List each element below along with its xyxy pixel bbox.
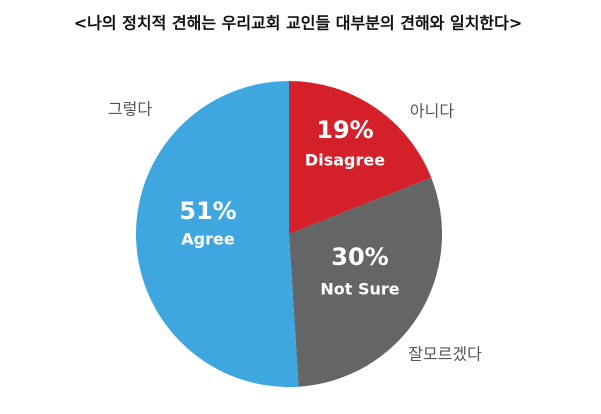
slice-label: Disagree [305, 151, 385, 170]
chart-title: <나의 정치적 견해는 우리교회 교인들 대부분의 견해와 일치한다> [74, 14, 523, 33]
value-label: 19% [316, 116, 373, 144]
outer-label: 아니다 [410, 102, 454, 121]
value-label: 51% [179, 197, 236, 225]
pie-slice [289, 81, 432, 234]
pie-slice [136, 81, 299, 387]
outer-label: 잘모르겠다 [408, 345, 482, 364]
slice-label: Agree [181, 230, 235, 249]
slice-label: Not Sure [320, 280, 399, 299]
pie-slice [289, 177, 442, 387]
value-label: 30% [331, 243, 388, 271]
outer-label: 그렇다 [108, 100, 152, 119]
